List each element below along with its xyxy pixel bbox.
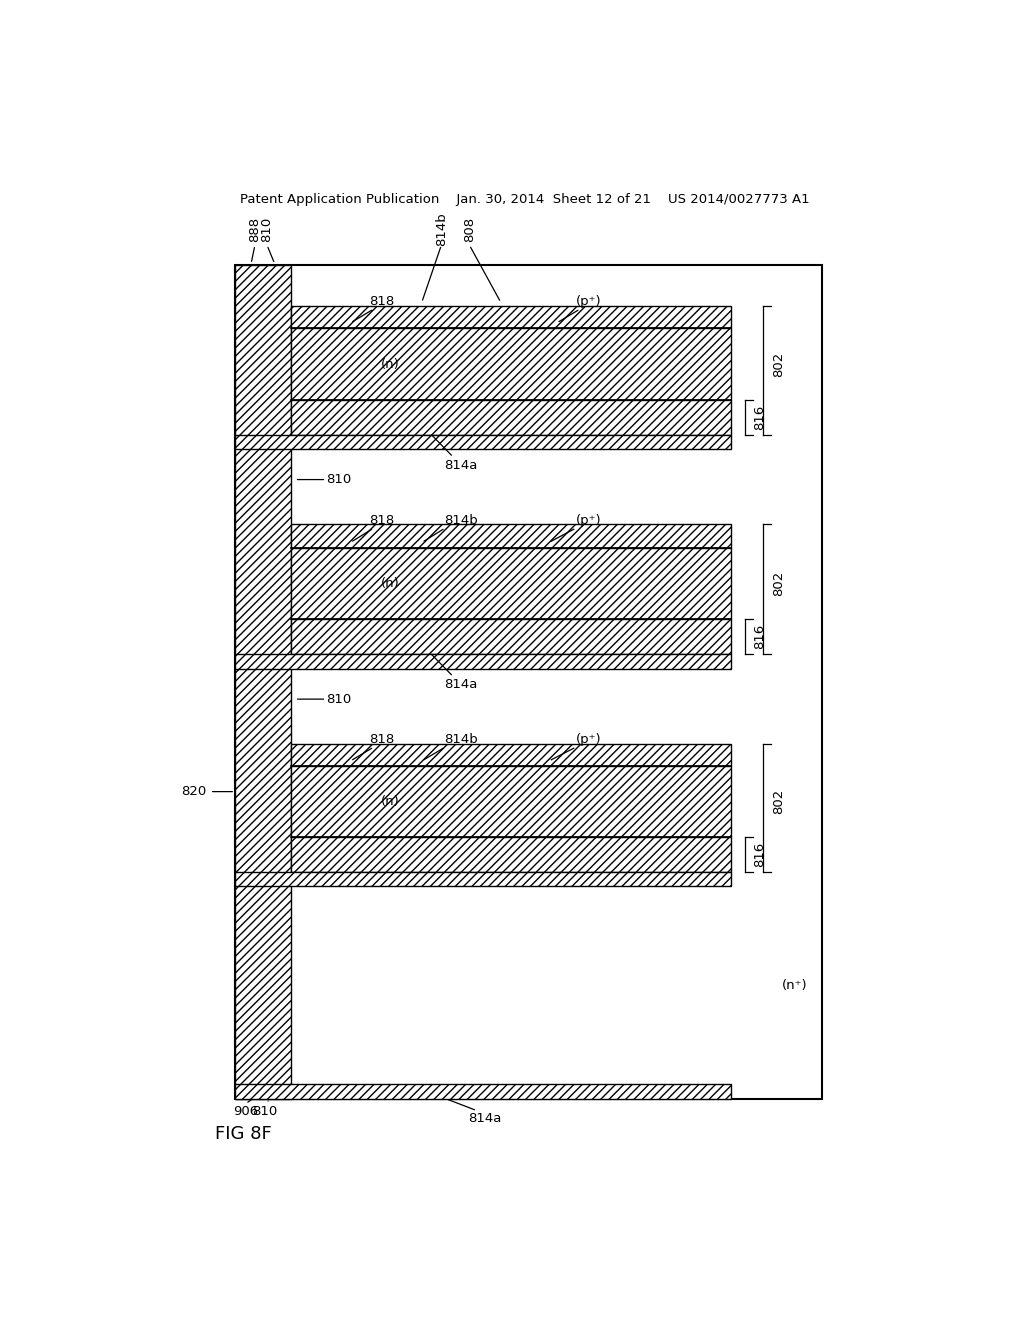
Text: (p⁺): (p⁺) [575,296,601,308]
Bar [291,400,731,434]
Bar [291,329,731,400]
Text: FIG 8F: FIG 8F [215,1125,271,1143]
Text: 814a: 814a [468,1113,502,1126]
Text: 818: 818 [370,515,394,527]
Bar [291,619,731,655]
Text: 814b: 814b [444,734,478,746]
Text: 888: 888 [249,216,261,242]
Text: 810: 810 [252,1105,278,1118]
Bar [291,744,731,766]
Text: 814a: 814a [444,459,478,471]
Text: 820: 820 [181,785,207,799]
Bar [291,837,731,873]
Text: 816: 816 [754,405,766,430]
Text: (n⁺): (n⁺) [781,978,808,991]
Bar [236,655,731,669]
Text: 816: 816 [754,624,766,649]
Text: 810: 810 [260,216,273,242]
Text: (n): (n) [381,358,399,371]
Text: Patent Application Publication    Jan. 30, 2014  Sheet 12 of 21    US 2014/00277: Patent Application Publication Jan. 30, … [240,193,810,206]
Text: 802: 802 [772,789,785,814]
Text: 814b: 814b [435,213,447,247]
Text: (p⁺): (p⁺) [575,734,601,746]
Bar [291,524,731,548]
Text: 810: 810 [326,473,351,486]
Text: 814a: 814a [444,678,478,692]
Bar [291,548,731,619]
Text: 814b: 814b [444,515,478,527]
Text: 810: 810 [326,693,351,706]
Bar [291,766,731,837]
Text: 816: 816 [754,842,766,867]
Text: (n): (n) [381,577,399,590]
Text: 818: 818 [370,296,394,308]
Text: 802: 802 [772,570,785,595]
Text: 802: 802 [772,351,785,376]
Text: 818: 818 [370,734,394,746]
Text: (p⁺): (p⁺) [575,515,601,527]
Bar [236,265,291,1098]
Bar [236,265,822,1098]
Bar [291,306,731,329]
Text: (n): (n) [381,795,399,808]
Bar [236,873,731,886]
Text: 808: 808 [463,216,476,242]
Text: 906: 906 [232,1105,258,1118]
Bar [236,434,731,449]
Bar [236,1084,731,1098]
